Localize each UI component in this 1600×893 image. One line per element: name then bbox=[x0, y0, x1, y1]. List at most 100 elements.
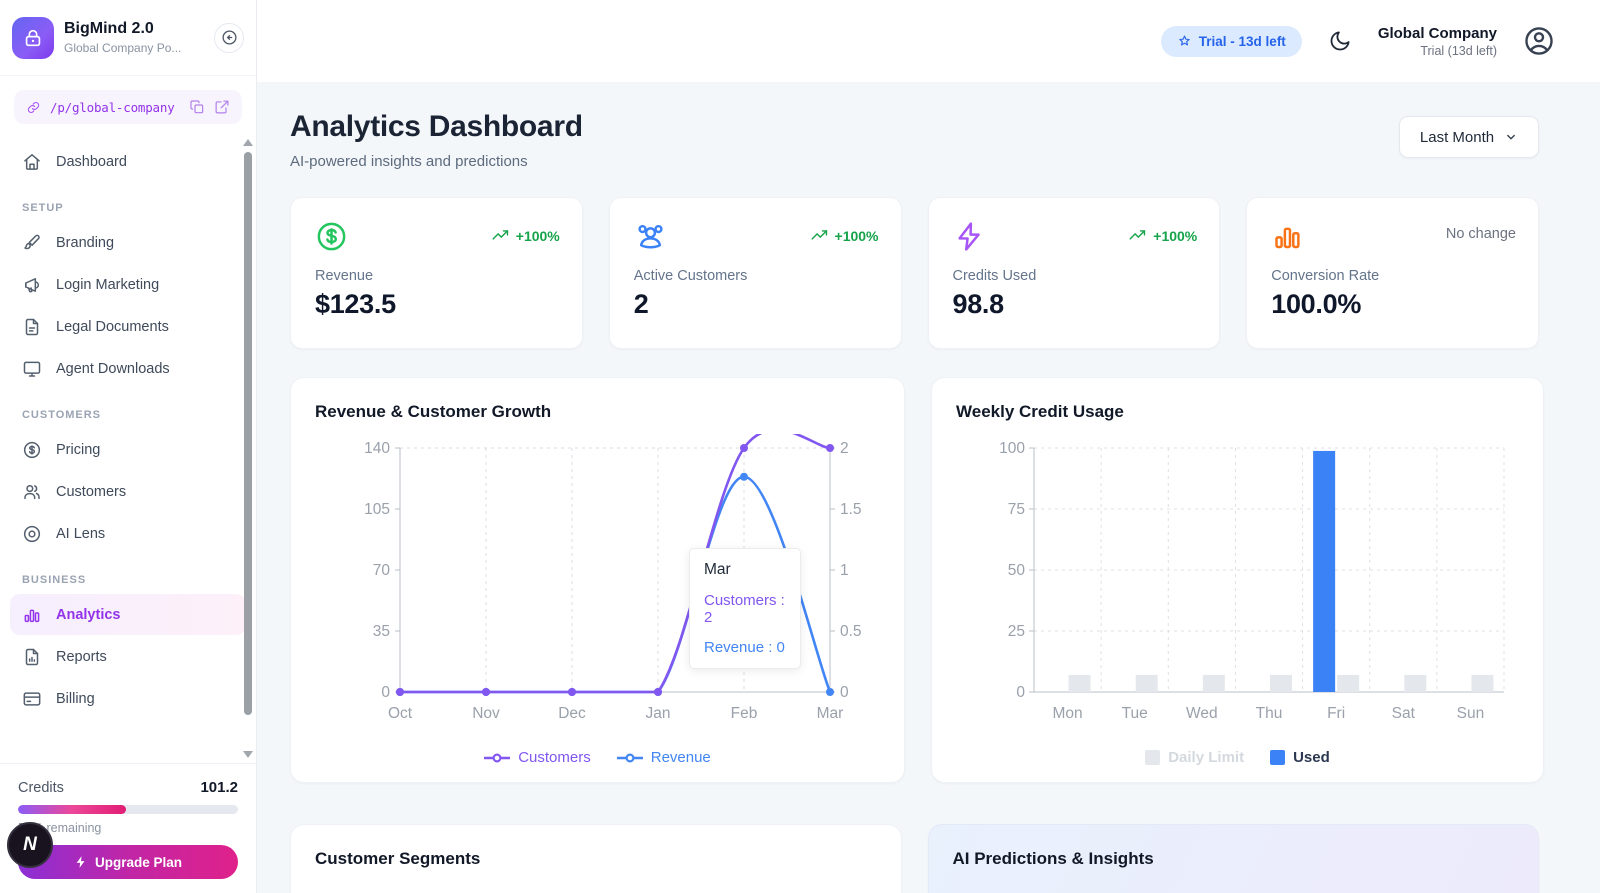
growth-chart-card: Revenue & Customer Growth 0357010514000.… bbox=[290, 377, 905, 783]
sidebar-scrollbar[interactable] bbox=[242, 136, 254, 761]
nav-section-setup: SETUP bbox=[22, 202, 256, 214]
home-icon bbox=[22, 152, 42, 172]
sidebar-item-ai-lens[interactable]: AI Lens bbox=[10, 513, 246, 554]
tooltip-line: Customers : 2 bbox=[704, 592, 786, 626]
svg-text:1: 1 bbox=[840, 562, 849, 579]
lightning-icon bbox=[953, 220, 986, 253]
svg-text:Sat: Sat bbox=[1392, 705, 1416, 722]
monitor-icon bbox=[22, 359, 42, 379]
scrollbar-thumb[interactable] bbox=[244, 152, 252, 715]
tooltip-title: Mar bbox=[704, 561, 786, 579]
nav-section-business: BUSINESS bbox=[22, 574, 256, 586]
trend-up-icon bbox=[491, 226, 510, 245]
sidebar-collapse-button[interactable] bbox=[214, 23, 244, 53]
scroll-up-icon[interactable] bbox=[243, 139, 253, 146]
credits-progress-fill bbox=[18, 805, 126, 814]
dollar-circle-icon bbox=[315, 220, 348, 253]
svg-text:Sun: Sun bbox=[1457, 705, 1485, 722]
sidebar-item-customers[interactable]: Customers bbox=[10, 471, 246, 512]
svg-text:0.5: 0.5 bbox=[840, 623, 862, 640]
sidebar: BigMind 2.0 Global Company Po... /p/glob… bbox=[0, 0, 257, 893]
copy-icon[interactable] bbox=[189, 99, 205, 115]
svg-text:Mar: Mar bbox=[817, 705, 844, 722]
usage-chart-title: Weekly Credit Usage bbox=[956, 402, 1519, 422]
svg-text:Jan: Jan bbox=[646, 705, 671, 722]
stat-card-conversion-rate: No change Conversion Rate 100.0% bbox=[1246, 197, 1539, 349]
legend-item-customers[interactable]: Customers bbox=[484, 749, 591, 766]
svg-text:Wed: Wed bbox=[1186, 705, 1218, 722]
dollar-coin-icon bbox=[22, 440, 42, 460]
svg-text:25: 25 bbox=[1008, 623, 1025, 640]
svg-text:Feb: Feb bbox=[731, 705, 758, 722]
user-circle-icon bbox=[1523, 25, 1555, 57]
svg-text:Fri: Fri bbox=[1327, 705, 1345, 722]
bar-chart-icon bbox=[22, 605, 42, 625]
sidebar-item-branding[interactable]: Branding bbox=[10, 222, 246, 263]
stat-value: 2 bbox=[634, 289, 879, 320]
content: Analytics Dashboard AI-powered insights … bbox=[257, 82, 1600, 893]
people-group-icon bbox=[634, 220, 667, 253]
dark-mode-toggle[interactable] bbox=[1328, 29, 1352, 53]
stat-label: Conversion Rate bbox=[1271, 268, 1516, 284]
svg-text:140: 140 bbox=[364, 440, 390, 457]
megaphone-icon bbox=[22, 275, 42, 295]
external-link-icon[interactable] bbox=[214, 99, 230, 115]
lock-icon bbox=[22, 27, 44, 49]
brand-text: BigMind 2.0 Global Company Po... bbox=[64, 20, 204, 54]
sidebar-item-login-marketing[interactable]: Login Marketing bbox=[10, 264, 246, 305]
star-icon bbox=[1177, 34, 1192, 49]
page-subtitle: AI-powered insights and predictions bbox=[290, 153, 583, 170]
sidebar-item-dashboard[interactable]: Dashboard bbox=[10, 141, 246, 182]
stat-value: $123.5 bbox=[315, 289, 560, 320]
account-name: Global Company bbox=[1378, 25, 1497, 42]
sidebar-item-billing[interactable]: Billing bbox=[10, 678, 246, 719]
legend-item-revenue[interactable]: Revenue bbox=[617, 749, 711, 766]
sidebar-nav: Dashboard SETUP BrandingLogin MarketingLeg… bbox=[0, 134, 256, 763]
svg-text:50: 50 bbox=[1008, 562, 1026, 579]
chevron-down-icon bbox=[1504, 130, 1518, 144]
sidebar-item-analytics[interactable]: Analytics bbox=[10, 594, 246, 635]
main-area: Trial - 13d left Global Company Trial (1… bbox=[257, 0, 1600, 893]
sidebar-item-legal-documents[interactable]: Legal Documents bbox=[10, 306, 246, 347]
customer-segments-card: Customer Segments bbox=[290, 824, 902, 893]
stat-trend: No change bbox=[1446, 226, 1516, 242]
svg-text:Nov: Nov bbox=[472, 705, 500, 722]
link-icon bbox=[26, 100, 41, 115]
svg-text:Thu: Thu bbox=[1256, 705, 1283, 722]
legend-swatch bbox=[1145, 750, 1160, 765]
credits-label: Credits bbox=[18, 780, 64, 796]
trial-badge[interactable]: Trial - 13d left bbox=[1161, 26, 1302, 57]
svg-text:75: 75 bbox=[1008, 501, 1025, 518]
svg-text:Mon: Mon bbox=[1052, 705, 1082, 722]
svg-text:0: 0 bbox=[1016, 684, 1025, 701]
sidebar-item-reports[interactable]: Reports bbox=[10, 636, 246, 677]
customer-segments-title: Customer Segments bbox=[315, 849, 877, 869]
report-icon bbox=[22, 647, 42, 667]
svg-text:1.5: 1.5 bbox=[840, 501, 862, 518]
credit-card-icon bbox=[22, 689, 42, 709]
trend-up-icon bbox=[1128, 226, 1147, 245]
svg-text:Dec: Dec bbox=[558, 705, 586, 722]
dollar-circle-icon bbox=[315, 220, 348, 253]
ai-insights-title: AI Predictions & Insights bbox=[953, 849, 1515, 869]
avatar[interactable] bbox=[1523, 25, 1555, 57]
app: BigMind 2.0 Global Company Po... /p/glob… bbox=[0, 0, 1600, 893]
stat-trend: +100% bbox=[810, 226, 879, 245]
line-marker-icon bbox=[484, 753, 510, 763]
tooltip-line: Revenue : 0 bbox=[704, 639, 786, 656]
topbar: Trial - 13d left Global Company Trial (1… bbox=[257, 0, 1600, 82]
dev-badge[interactable]: N bbox=[7, 822, 53, 868]
account-info[interactable]: Global Company Trial (13d left) bbox=[1378, 25, 1497, 58]
usage-chart[interactable]: 0255075100MonTueWedThuFriSatSun bbox=[956, 434, 1519, 747]
users-icon bbox=[22, 482, 42, 502]
legend-item-daily-limit[interactable]: Daily Limit bbox=[1145, 749, 1244, 766]
portal-path[interactable]: /p/global-company bbox=[50, 100, 180, 115]
date-range-select[interactable]: Last Month bbox=[1399, 116, 1539, 158]
sidebar-item-pricing[interactable]: Pricing bbox=[10, 429, 246, 470]
stat-card-credits-used: +100% Credits Used 98.8 bbox=[928, 197, 1221, 349]
legend-item-used[interactable]: Used bbox=[1270, 749, 1330, 766]
scroll-down-icon[interactable] bbox=[243, 751, 253, 758]
stat-card-active-customers: +100% Active Customers 2 bbox=[609, 197, 902, 349]
nav-section-customers: CUSTOMERS bbox=[22, 409, 256, 421]
sidebar-item-agent-downloads[interactable]: Agent Downloads bbox=[10, 348, 246, 389]
